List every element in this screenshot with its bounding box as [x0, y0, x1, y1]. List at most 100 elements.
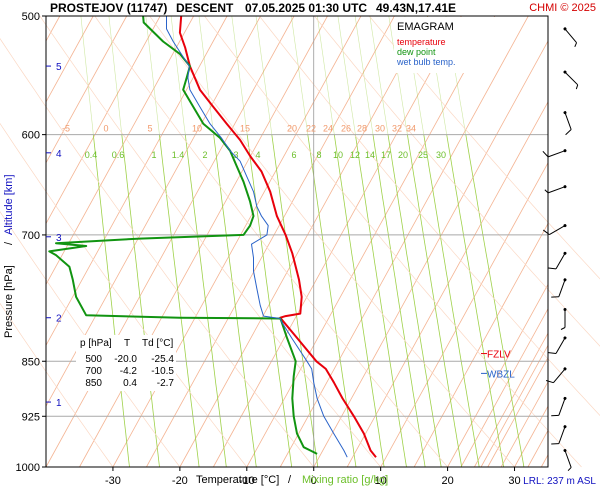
wind-barb-flag [551, 414, 559, 417]
isotherm-line [474, 332, 549, 468]
wind-barb [551, 278, 567, 298]
wind-barb-staff [555, 253, 566, 270]
isotherm-label: 26 [341, 124, 351, 134]
wind-barb [560, 308, 567, 330]
x-tick-label: 20 [441, 475, 453, 487]
wind-barb [551, 425, 567, 445]
wind-barb-staff [564, 450, 572, 468]
mixing-ratio-label: 4 [255, 150, 260, 160]
adiabat-line [0, 38, 314, 468]
mixing-ratio-line [369, 15, 389, 135]
isotherm-line [313, 40, 549, 468]
data-table: p [hPa] T Td [°C] 500 -20.0 -25.4 700 -4… [76, 335, 176, 391]
legend-background [394, 17, 496, 73]
mixing-ratio-line [465, 134, 525, 468]
isotherm-line [45, 15, 61, 42]
wind-barb [548, 336, 567, 354]
table-row-td: -25.4 [151, 354, 174, 365]
isotherm-line [45, 15, 228, 346]
wind-barb [563, 111, 572, 136]
mixing-ratio-line [170, 15, 186, 135]
adiabat-line [314, 15, 600, 347]
datetime-label: 07.05.2025 01:30 UTC [245, 1, 367, 15]
isotherm-line [460, 308, 549, 468]
table-row-t: -4.2 [120, 366, 138, 377]
mixing-ratio-label: 10 [333, 150, 343, 160]
y-axis-title: Pressure [hPa] [3, 265, 15, 338]
isotherm-line [540, 454, 549, 468]
mixing-ratio-line [159, 134, 200, 468]
table-row-p: 500 [85, 354, 102, 365]
x-tick-label: 30 [508, 475, 520, 487]
isotherm-line [179, 15, 429, 468]
table-header-td: Td [°C] [142, 338, 173, 349]
isotherm-label: 22 [306, 124, 316, 134]
mixing-ratio-line [231, 15, 248, 135]
x-axis-separator: / [288, 474, 292, 486]
wind-barb-half-flag [544, 189, 549, 194]
wind-barb [544, 185, 567, 194]
isotherm-line [146, 15, 395, 468]
wind-barb-staff [564, 112, 572, 130]
wind-barb-half-flag [575, 84, 579, 90]
x-tick-label: 10 [375, 475, 387, 487]
y-tick-label: 700 [22, 230, 40, 242]
wind-barb-staff [547, 186, 566, 194]
mixing-ratio-label: 1 [151, 150, 156, 160]
table-row-p: 850 [85, 378, 102, 389]
wind-barb-staff [558, 279, 566, 297]
isotherm-line [246, 15, 496, 468]
wind-barb-flag [548, 352, 557, 354]
adiabat-line [39, 15, 381, 468]
isotherm-label: 15 [240, 124, 250, 134]
mixing-ratio-line [184, 134, 227, 468]
y-tick-label: 500 [22, 11, 40, 23]
isotherm-line [500, 381, 549, 468]
mixing-ratio-label: 3 [233, 150, 238, 160]
wind-barb-flag [542, 150, 549, 158]
mixing-ratio-line [387, 134, 442, 468]
adiabat-line [0, 302, 114, 468]
wind-barb-staff [549, 225, 566, 236]
adiabat-line [149, 15, 515, 468]
isotherm-label: 28 [357, 124, 367, 134]
wind-barb-staff [564, 71, 579, 86]
table-background [76, 335, 176, 391]
y-axis-title-group: Pressure [hPa] / Altitude [km] [3, 174, 15, 338]
isotherm-line [45, 15, 195, 285]
isotherm-line [45, 15, 128, 163]
wind-barb [548, 251, 567, 270]
mixing-ratio-line [333, 134, 385, 468]
isotherm-label: 0 [103, 124, 108, 134]
isotherm-line [112, 15, 362, 468]
wind-barb-staff [555, 337, 566, 354]
wind-barb [563, 449, 572, 472]
phase-label: DESCENT [176, 1, 234, 15]
isotherm-label: 24 [323, 124, 333, 134]
table-row-td: -10.5 [151, 366, 174, 377]
mixing-ratio-line [80, 15, 94, 135]
wind-barb-flag [551, 296, 559, 298]
wind-barb [542, 149, 567, 158]
level-markers: FZLV WBZL [481, 350, 515, 380]
mixing-ratio-label: 8 [316, 150, 321, 160]
mixing-ratio-line [92, 134, 130, 468]
legend-temperature: temperature [397, 37, 446, 47]
y-tick-label: 850 [22, 356, 40, 368]
mixing-ratio-line [372, 134, 426, 468]
wind-barb-staff [558, 398, 566, 416]
wind-barb-half-flag [560, 327, 566, 330]
wbzl-label: WBZL [487, 369, 515, 380]
wind-barb-flag [543, 229, 550, 236]
mixing-ratio-line [108, 15, 123, 135]
adiabat-line [259, 15, 600, 417]
altitude-tick-label: 5 [56, 62, 62, 73]
series-line-temperature [178, 15, 377, 458]
isotherm-line [413, 223, 549, 468]
x-tick-label: -30 [105, 475, 121, 487]
table-row-t: 0.4 [123, 378, 137, 389]
wind-barb-staff [558, 426, 566, 444]
adiabat-line [94, 15, 448, 468]
